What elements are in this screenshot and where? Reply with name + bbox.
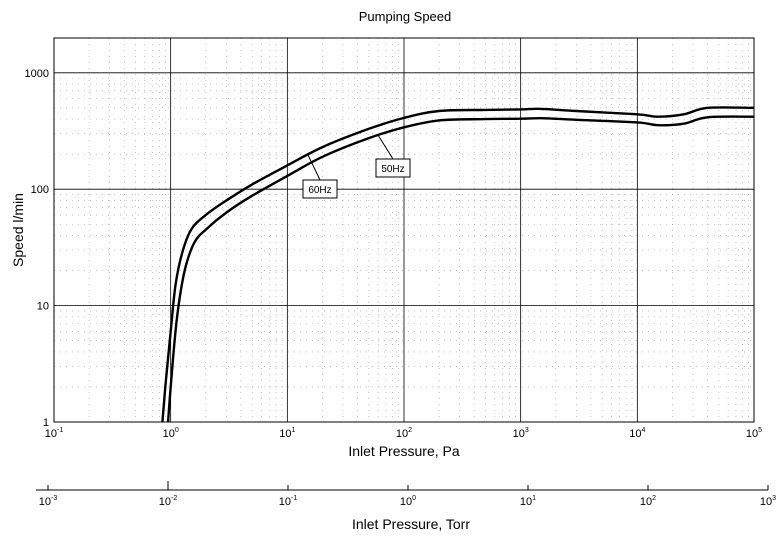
chart-title: Pumping Speed <box>359 9 452 24</box>
torr-tick-label: 103 <box>760 495 776 508</box>
torr-tick-label: 10-3 <box>39 495 58 508</box>
x-tick-label: 103 <box>513 427 529 440</box>
x-tick-label: 104 <box>629 427 645 440</box>
x-axis-label: Inlet Pressure, Pa <box>348 443 459 459</box>
series-line-60hz <box>161 106 754 422</box>
series-line-50hz <box>166 115 754 422</box>
annotation-box <box>375 158 411 178</box>
grid <box>54 38 754 422</box>
annotation-leader <box>307 154 321 181</box>
y-tick-label: 1000 <box>25 68 49 80</box>
y-tick-labels: 1 10 100 1000 <box>25 68 49 429</box>
torr-axis: 10-3 10-2 10-1 100 101 102 103 <box>36 481 776 508</box>
torr-axis-label: Inlet Pressure, Torr <box>352 516 470 532</box>
x-tick-label: 105 <box>746 427 762 440</box>
annotation-label: 60Hz <box>308 185 331 196</box>
torr-tick-label: 10-1 <box>279 495 298 508</box>
y-tick-label: 100 <box>31 184 49 196</box>
torr-tick-label: 100 <box>400 495 416 508</box>
annotation-layer: 60Hz 50Hz <box>302 134 411 199</box>
annotation-box <box>302 179 338 199</box>
x-tick-label: 100 <box>163 427 179 440</box>
x-tick-label: 102 <box>396 427 412 440</box>
annotation-50hz: 50Hz <box>375 134 411 178</box>
torr-tick-label: 101 <box>520 495 536 508</box>
y-axis-label: Speed l/min <box>10 193 26 267</box>
annotation-label: 50Hz <box>381 164 404 175</box>
x-tick-label: 101 <box>279 427 295 440</box>
y-tick-label: 1 <box>43 417 49 429</box>
annotation-leader <box>377 134 394 160</box>
x-tick-label: 10-1 <box>45 427 64 440</box>
annotation-60hz: 60Hz <box>302 154 338 199</box>
plot-frame <box>53 37 755 423</box>
series-layer <box>161 106 754 422</box>
y-tick-label: 10 <box>37 301 49 313</box>
x-tick-labels: 10-1 100 101 102 103 104 105 <box>45 427 762 440</box>
torr-tick-label: 102 <box>640 495 656 508</box>
torr-tick-label: 10-2 <box>159 495 178 508</box>
